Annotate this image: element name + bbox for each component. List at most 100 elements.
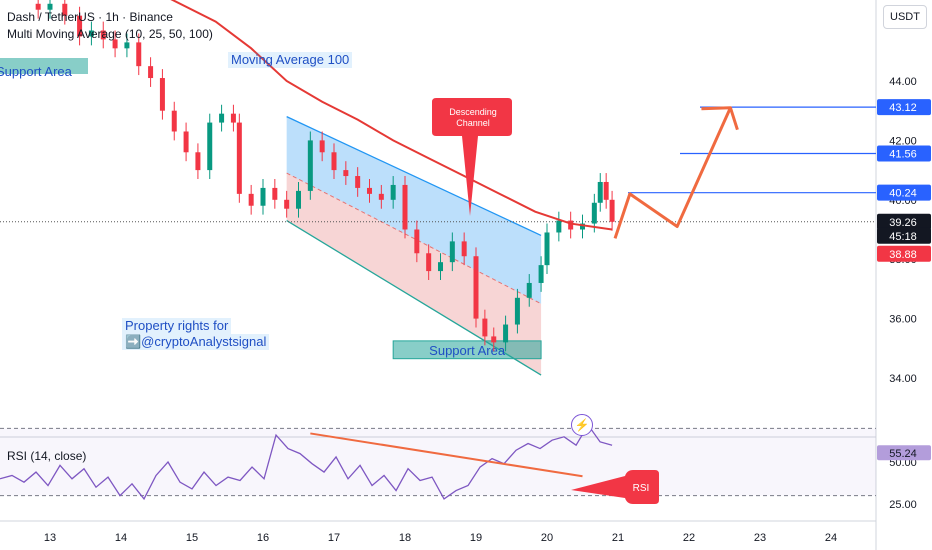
x-tick-label: 15 (186, 532, 198, 544)
candle-body (568, 220, 574, 230)
candle-body (355, 176, 361, 188)
x-tick-label: 13 (44, 532, 56, 544)
candle-body (378, 193, 384, 200)
price-badge-text: 38.88 (889, 249, 917, 261)
candle-body (62, 3, 68, 16)
x-tick-label: 23 (754, 532, 766, 544)
property-rights-line1: Property rights for (122, 318, 232, 334)
price-badge (877, 227, 931, 244)
x-tick-label: 22 (683, 532, 695, 544)
price-badge (877, 145, 931, 162)
candle-body (426, 253, 432, 272)
rsi-title: RSI (14, close) (7, 449, 87, 463)
channel-lower-fill (286, 173, 542, 376)
candle-body (343, 170, 349, 177)
rsi-value-text: 55.24 (889, 448, 917, 460)
descending-callout-text-1: Descending (449, 107, 497, 117)
candle-body (580, 223, 585, 230)
candle-body (609, 199, 615, 222)
candle-body (35, 3, 41, 10)
candle-body (272, 187, 278, 200)
descending-channel-callout (432, 98, 512, 216)
candle-body (331, 152, 337, 171)
channel-mid-line (286, 172, 542, 305)
candle-body (124, 42, 130, 49)
rsi-band (0, 428, 876, 496)
candle-body (482, 318, 488, 337)
candle-body (100, 30, 106, 40)
candle-body (414, 229, 420, 254)
candle-body (195, 152, 201, 171)
price-badge (877, 99, 931, 116)
candle-body (207, 122, 213, 171)
candle-body (390, 184, 396, 200)
x-tick-label: 19 (470, 532, 482, 544)
candle-body (236, 122, 242, 194)
projection-arrow-head (701, 106, 739, 131)
rsi-line (0, 423, 613, 501)
price-badge-text: 41.56 (889, 148, 917, 160)
candle-body (296, 190, 301, 209)
projection-path (613, 107, 732, 239)
channel-upper-line (286, 116, 542, 237)
property-rights-line2: ➡️@cryptoAnalystsignal (122, 334, 270, 350)
candle-body (591, 202, 597, 224)
candle-body (47, 3, 53, 10)
candle-body (603, 181, 609, 200)
x-tick-label: 20 (541, 532, 553, 544)
candle-body (219, 113, 225, 123)
candle-body (159, 78, 165, 111)
support-label-top: Support Area (0, 64, 73, 79)
candle-body (319, 140, 325, 153)
candle-body (171, 110, 177, 132)
lightning-icon[interactable]: ⚡ (571, 414, 593, 436)
y-tick-label: 34.00 (889, 373, 917, 385)
candle-body (544, 232, 550, 266)
candle-body (526, 282, 532, 298)
candle-body (503, 324, 509, 343)
candle-body (148, 66, 154, 79)
price-badge (877, 184, 931, 201)
x-tick-label: 16 (257, 532, 269, 544)
moving-average-100-line (170, 0, 613, 231)
x-tick-label: 21 (612, 532, 624, 544)
price-badge-text: 39.26 (889, 217, 917, 229)
candle-body (88, 30, 94, 37)
candle-body (538, 265, 544, 283)
candle-body (438, 262, 443, 272)
rsi-value-badge (877, 445, 931, 461)
descending-channel (286, 116, 542, 376)
rsi-callout-text: RSI (633, 483, 650, 494)
chart-title: Dash / TetherUS · 1h · Binance (7, 10, 173, 24)
candle-body (112, 39, 118, 49)
support-zone-top (0, 58, 88, 74)
support-label-bottom: Support Area (429, 343, 506, 358)
candle-body (248, 193, 254, 206)
candle-body (136, 42, 142, 67)
candle-body (461, 241, 467, 257)
y-tick-label: 36.00 (889, 314, 917, 326)
candle-body (473, 256, 479, 319)
price-badge-text: 40.24 (889, 188, 917, 200)
descending-callout-text-2: Channel (456, 118, 490, 128)
candle-body (491, 336, 497, 343)
ma100-label: Moving Average 100 (228, 52, 353, 68)
rsi-divergence-line (310, 432, 583, 478)
x-tick-label: 18 (399, 532, 411, 544)
candle-body (449, 241, 455, 263)
candlestick-series (35, 0, 615, 352)
candle-body (402, 184, 408, 230)
candle-body (367, 187, 372, 194)
x-tick-label: 24 (825, 532, 837, 544)
candle-body (230, 113, 236, 123)
currency-button[interactable]: USDT (883, 5, 927, 29)
y-tick-label: 42.00 (889, 135, 917, 147)
price-badge-text: 45:18 (889, 231, 917, 243)
indicator-label: Multi Moving Average (10, 25, 50, 100) (7, 27, 213, 41)
candle-body (514, 297, 520, 325)
candle-body (260, 187, 266, 206)
price-badge (877, 213, 931, 230)
x-tick-label: 17 (328, 532, 340, 544)
candle-body (556, 220, 562, 233)
